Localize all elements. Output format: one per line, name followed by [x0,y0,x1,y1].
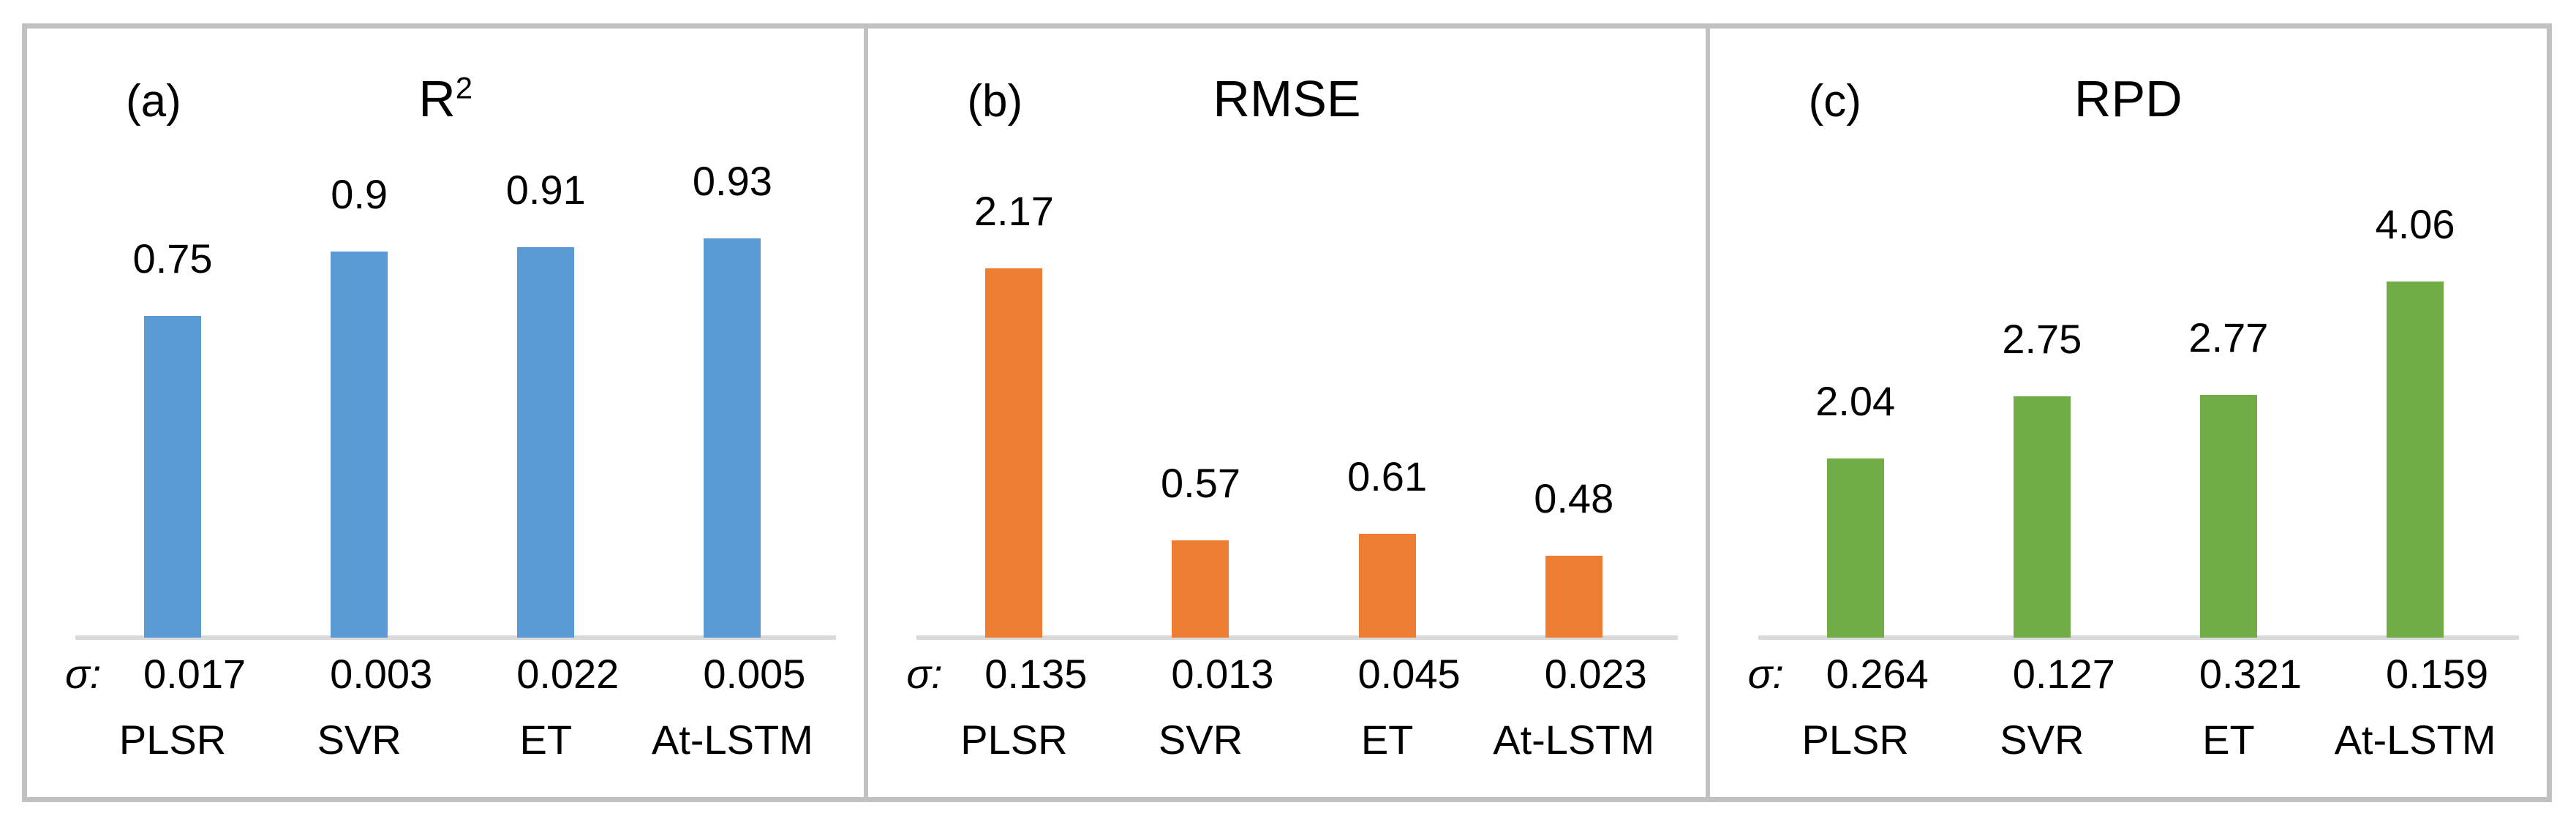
category-label: PLSR [960,717,1068,763]
bar-at-lstm [1545,556,1603,638]
bar-value-label: 0.75 [132,235,213,282]
sigma-value: 0.022 [516,651,619,697]
sigma-value: 0.023 [1544,651,1647,697]
figure-frame: (a) R2 σ: 0.75 0.017 PLSR 0.9 0.003 SVR 0.91 0.0… [22,23,2552,802]
category-label: SVR [2000,717,2084,763]
category-label: PLSR [118,717,227,763]
bar-svr [331,252,388,638]
category-label: PLSR [1801,717,1909,763]
sigma-value: 0.013 [1171,651,1274,697]
sigma-value: 0.135 [984,651,1088,697]
bar-at-lstm [2387,282,2444,638]
panel-label: (c) [1808,76,1861,126]
bar-value-label: 0.48 [1534,475,1614,521]
sigma-value: 0.045 [1357,651,1461,697]
category-label: At-LSTM [1493,717,1655,763]
bar-et [517,247,575,638]
sigma-value: 0.264 [1826,651,1929,697]
bar-value-label: 0.93 [692,158,772,204]
category-label: ET [2202,717,2255,763]
panel-rmse: (b) RMSE σ: 2.17 0.135 PLSR 0.57 0.013 SVR 0.61… [864,29,1705,797]
sigma-value: 0.321 [2199,651,2302,697]
panel-label: (a) [126,76,181,126]
bar-value-label: 2.17 [973,188,1054,234]
plot-area: σ: 2.17 0.135 PLSR 0.57 0.013 SVR 0.61 0.045 ET 0.… [868,29,1705,797]
bar-svr [1172,540,1229,638]
panel-title-text: R [418,70,456,127]
bar-et [2199,395,2257,638]
category-label: At-LSTM [2334,717,2496,763]
bar-value-label: 2.75 [2002,316,2082,362]
panel-title: RMSE [868,71,1705,127]
panel-title: R2 [27,71,864,127]
category-label: SVR [317,717,402,763]
bar-at-lstm [704,238,761,638]
category-label: ET [519,717,573,763]
plot-area: σ: 2.04 0.264 PLSR 2.75 0.127 SVR 2.77 0.321 ET 4.… [1710,29,2547,797]
category-label: SVR [1158,717,1243,763]
bar-et [1358,534,1416,638]
bar-value-label: 2.77 [2188,314,2269,360]
x-axis-line [75,635,837,640]
sigma-label: σ: [1747,651,1784,697]
bar-value-label: 2.04 [1815,378,1896,424]
bar-plsr [144,316,202,638]
plot-area: σ: 0.75 0.017 PLSR 0.9 0.003 SVR 0.91 0.022 ET 0.9… [27,29,864,797]
sigma-value: 0.127 [2012,651,2115,697]
x-axis-line [916,635,1678,640]
bar-plsr [1826,458,1884,638]
sigma-label: σ: [65,651,102,697]
sigma-value: 0.159 [2385,651,2489,697]
x-axis-line [1758,635,2519,640]
sigma-value: 0.003 [330,651,433,697]
bar-plsr [985,268,1043,638]
bar-value-label: 0.91 [505,167,586,213]
bar-value-label: 0.57 [1160,460,1240,506]
sigma-label: σ: [906,651,943,697]
panel-label: (b) [967,76,1023,126]
sigma-value: 0.005 [703,651,806,697]
category-label: ET [1360,717,1414,763]
panel-title-superscript: 2 [455,70,473,105]
bar-value-label: 0.61 [1347,453,1428,499]
panel-rpd: (c) RPD σ: 2.04 0.264 PLSR 2.75 0.127 SVR 2.77 0… [1705,29,2547,797]
bar-value-label: 4.06 [2375,201,2455,247]
sigma-value: 0.017 [143,651,246,697]
bar-svr [2013,396,2071,638]
panel-title: RPD [1710,71,2547,127]
bar-value-label: 0.9 [331,171,388,217]
panel-title-text: RMSE [1213,70,1361,127]
category-label: At-LSTM [651,717,813,763]
panel-r2: (a) R2 σ: 0.75 0.017 PLSR 0.9 0.003 SVR 0.91 0.0… [27,29,864,797]
panel-title-text: RPD [2074,70,2183,127]
